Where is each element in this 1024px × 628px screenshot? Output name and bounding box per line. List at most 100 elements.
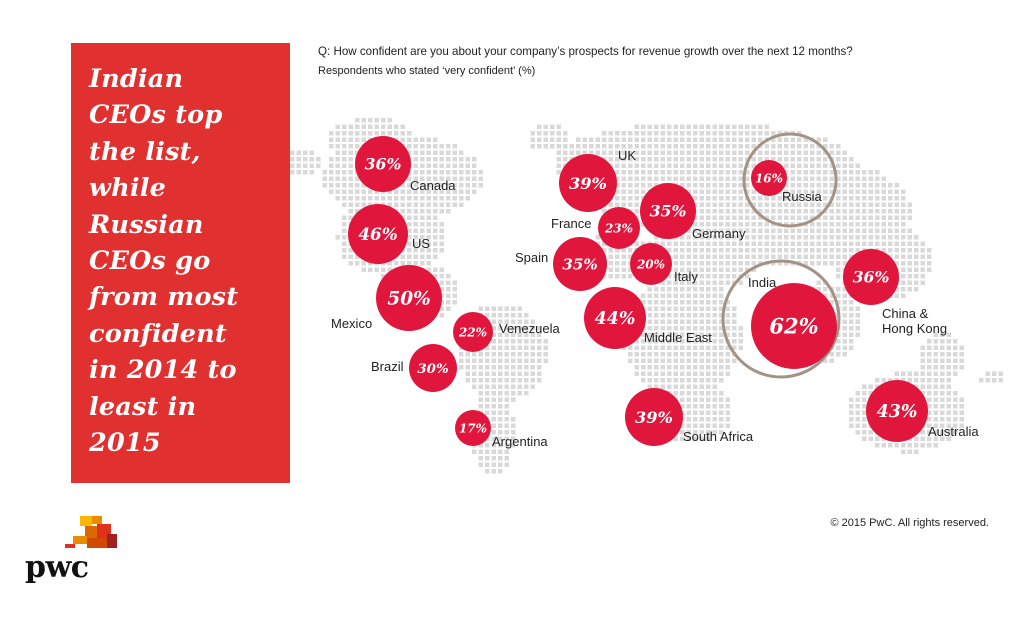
map-dot (875, 378, 880, 383)
map-dot (855, 410, 860, 415)
map-dot (680, 436, 685, 441)
map-dot (290, 170, 295, 175)
map-dot (699, 371, 704, 376)
map-dot (647, 345, 652, 350)
map-dot (478, 378, 483, 383)
map-dot (953, 397, 958, 402)
map-dot (751, 215, 756, 220)
map-dot (790, 196, 795, 201)
map-dot (888, 209, 893, 214)
map-dot (647, 131, 652, 136)
map-dot (719, 202, 724, 207)
map-dot (803, 228, 808, 233)
map-dot (712, 137, 717, 142)
map-dot (738, 345, 743, 350)
map-dot (706, 137, 711, 142)
map-dot (654, 384, 659, 389)
map-dot (693, 306, 698, 311)
map-dot (810, 176, 815, 181)
map-dot (745, 228, 750, 233)
map-dot (517, 313, 522, 318)
map-dot (888, 202, 893, 207)
map-dot (693, 436, 698, 441)
map-dot (621, 196, 626, 201)
map-dot (959, 410, 964, 415)
map-dot (868, 189, 873, 194)
map-dot (452, 280, 457, 285)
map-dot (686, 248, 691, 253)
map-dot (797, 202, 802, 207)
map-dot (641, 241, 646, 246)
map-dot (634, 202, 639, 207)
map-dot (797, 189, 802, 194)
pwc-logo-text: pwc (25, 550, 89, 585)
map-dot (673, 358, 678, 363)
map-dot (712, 404, 717, 409)
map-dot (751, 209, 756, 214)
map-dot (751, 248, 756, 253)
map-dot (842, 196, 847, 201)
map-dot (504, 345, 509, 350)
map-dot (647, 319, 652, 324)
map-dot (875, 443, 880, 448)
map-dot (725, 150, 730, 155)
map-dot (413, 254, 418, 259)
map-dot (699, 254, 704, 259)
map-dot (615, 202, 620, 207)
map-dot (504, 365, 509, 370)
map-dot (946, 417, 951, 422)
bubble-france (598, 207, 640, 249)
map-dot (855, 404, 860, 409)
map-dot (829, 228, 834, 233)
map-dot (426, 261, 431, 266)
map-dot (823, 202, 828, 207)
map-dot (836, 261, 841, 266)
map-dot (511, 358, 516, 363)
map-dot (738, 124, 743, 129)
map-dot (641, 371, 646, 376)
map-dot (426, 222, 431, 227)
map-dot (634, 345, 639, 350)
map-dot (829, 163, 834, 168)
map-dot (465, 183, 470, 188)
map-dot (420, 261, 425, 266)
map-dot (673, 176, 678, 181)
map-dot (426, 176, 431, 181)
map-dot (829, 176, 834, 181)
map-dot (504, 378, 509, 383)
headline-box: Indian CEOs top the list, while Russian … (71, 43, 290, 483)
map-dot (693, 339, 698, 344)
map-dot (706, 300, 711, 305)
map-dot (472, 358, 477, 363)
map-dot (771, 254, 776, 259)
map-dot (485, 449, 490, 454)
map-dot (602, 131, 607, 136)
map-dot (342, 163, 347, 168)
map-dot (725, 358, 730, 363)
map-dot (699, 300, 704, 305)
map-dot (907, 241, 912, 246)
map-dot (725, 144, 730, 149)
map-dot (686, 423, 691, 428)
map-dot (693, 404, 698, 409)
map-dot (933, 339, 938, 344)
map-dot (732, 170, 737, 175)
map-dot (504, 436, 509, 441)
map-dot (491, 462, 496, 467)
map-dot (686, 313, 691, 318)
map-dot (413, 176, 418, 181)
map-dot (693, 196, 698, 201)
map-dot (953, 430, 958, 435)
highlight-ring (721, 259, 841, 379)
map-dot (543, 352, 548, 357)
map-dot (374, 131, 379, 136)
map-dot (426, 137, 431, 142)
map-dot (660, 345, 665, 350)
map-dot (803, 189, 808, 194)
map-dot (673, 170, 678, 175)
map-dot (491, 319, 496, 324)
map-dot (888, 189, 893, 194)
map-dot (706, 235, 711, 240)
map-dot (446, 287, 451, 292)
value-label-germany: 35% (650, 202, 687, 221)
